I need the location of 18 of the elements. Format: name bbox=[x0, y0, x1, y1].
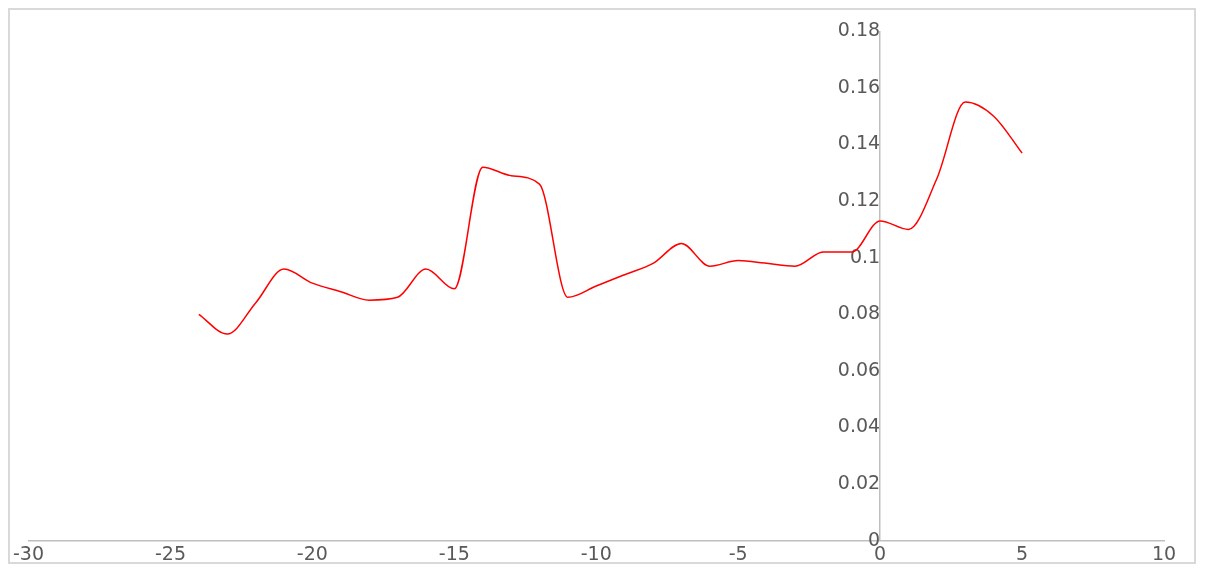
x-tick-label: 5 bbox=[1016, 541, 1029, 564]
y-tick-label: 0.18 bbox=[837, 18, 881, 41]
y-tick-label: 0.06 bbox=[837, 357, 881, 380]
x-tick-label: -25 bbox=[154, 541, 186, 564]
x-tick-label: -15 bbox=[438, 541, 470, 564]
line-series bbox=[198, 101, 1023, 335]
y-tick-label: 0.04 bbox=[837, 414, 881, 437]
y-tick-label: 0.1 bbox=[849, 244, 881, 267]
x-tick-label: -30 bbox=[12, 541, 45, 564]
y-tick-label: 0.16 bbox=[837, 74, 881, 97]
x-tick-label: -5 bbox=[728, 541, 748, 564]
y-tick-label: 0.08 bbox=[837, 301, 881, 324]
y-tick-label: 0.14 bbox=[837, 131, 881, 154]
x-tick-label: -10 bbox=[580, 541, 612, 564]
y-tick-label: 0.02 bbox=[837, 470, 881, 493]
x-tick-label: 10 bbox=[1151, 541, 1177, 564]
y-tick-label: 0.12 bbox=[837, 188, 881, 211]
x-tick-label: -20 bbox=[296, 541, 328, 564]
